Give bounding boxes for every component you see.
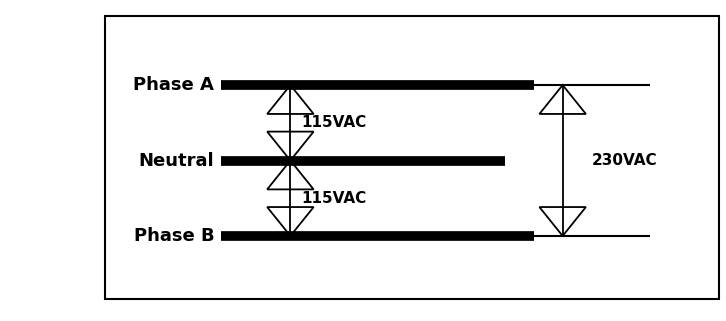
- Text: 115VAC: 115VAC: [301, 191, 367, 206]
- Text: Phase B: Phase B: [134, 227, 214, 245]
- Text: Phase A: Phase A: [134, 76, 214, 94]
- Text: 230VAC: 230VAC: [592, 153, 657, 168]
- Bar: [105, 16, 719, 299]
- Text: Neutral: Neutral: [139, 152, 214, 169]
- Text: 115VAC: 115VAC: [301, 115, 367, 130]
